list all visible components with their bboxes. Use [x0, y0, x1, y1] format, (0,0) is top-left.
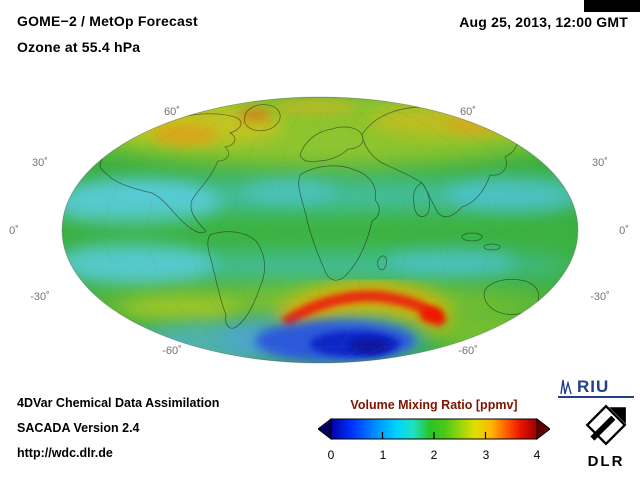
dlr-logo: DLR	[576, 402, 636, 470]
globe-outline	[61, 96, 579, 364]
dlr-logo-text: DLR	[587, 453, 625, 470]
top-right-black-bar	[584, 0, 640, 12]
lat-label-right-0: 0˚	[619, 225, 629, 237]
lat-label-left-0: 0˚	[9, 225, 19, 237]
lat-label-left-60: 60˚	[164, 106, 180, 118]
colorbar-tick-2: 2	[430, 448, 438, 462]
page-subtitle: Ozone at 55.4 hPa	[17, 39, 141, 55]
datetime-label: Aug 25, 2013, 12:00 GMT	[459, 14, 628, 30]
footer-line-url: http://wdc.dlr.de	[17, 446, 113, 460]
riu-logo-text: RIU	[577, 377, 610, 396]
colorbar-tick-3: 3	[482, 448, 490, 462]
world-map	[60, 95, 580, 365]
colorbar	[317, 417, 551, 442]
riu-logo: RIU	[558, 377, 634, 398]
colorbar-svg	[317, 417, 551, 441]
lat-label-right-60: 60˚	[460, 106, 476, 118]
dlr-emblem-icon	[585, 404, 627, 446]
lat-label-left--60: -60˚	[162, 345, 182, 357]
graticule	[62, 97, 578, 363]
colorbar-tick-0: 0	[327, 448, 335, 462]
riu-cathedral-icon	[560, 379, 572, 395]
colorbar-tick-marks	[330, 432, 538, 439]
lat-label-left--30: -30˚	[30, 291, 50, 303]
colorbar-tick-1: 1	[379, 448, 387, 462]
ozone-map-svg	[61, 96, 579, 364]
colorbar-tick-4: 4	[533, 448, 541, 462]
lat-label-right--30: -30˚	[590, 291, 610, 303]
colorbar-left-arrow	[317, 417, 332, 441]
lat-label-right--60: -60˚	[458, 345, 478, 357]
footer-line-version: SACADA Version 2.4	[17, 421, 140, 435]
colorbar-right-arrow	[536, 417, 551, 441]
page-title: GOME−2 / MetOp Forecast	[17, 13, 198, 29]
footer-line-assimilation: 4DVar Chemical Data Assimilation	[17, 396, 220, 410]
lat-label-right-30: 30˚	[592, 157, 608, 169]
colorbar-title: Volume Mixing Ratio [ppmv]	[350, 398, 518, 412]
lat-label-left-30: 30˚	[32, 157, 48, 169]
